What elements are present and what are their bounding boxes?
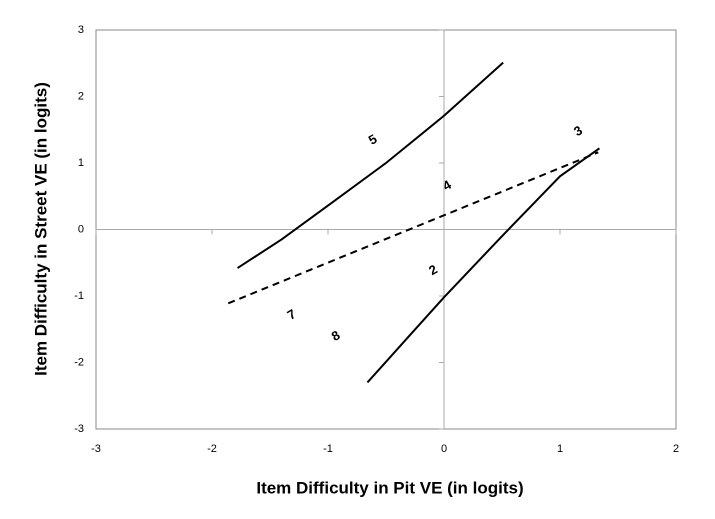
x-tick-label: -2: [207, 443, 217, 455]
point-label: 2: [426, 262, 440, 279]
x-tick-label: 1: [557, 443, 563, 455]
y-tick-label: 1: [78, 157, 84, 169]
point-label: 5: [366, 131, 380, 148]
y-tick-label: -3: [74, 423, 84, 435]
point-label: 4: [440, 177, 454, 194]
y-tick-label: 2: [78, 90, 84, 102]
y-tick-label: -1: [74, 290, 84, 302]
x-tick-label: 0: [441, 443, 447, 455]
y-tick-label: 0: [78, 223, 84, 235]
curve: [366, 147, 601, 384]
point-label: 7: [285, 306, 299, 323]
curve: [236, 61, 504, 269]
x-tick-label: -3: [91, 443, 101, 455]
y-axis-title: Item Difficulty in Street VE (in logits): [31, 82, 50, 376]
y-tick-label: 3: [78, 24, 84, 36]
dashed-line: [227, 151, 599, 305]
x-tick-label: -1: [323, 443, 333, 455]
point-label: 3: [571, 123, 585, 140]
point-label: 8: [329, 327, 343, 344]
x-tick-label: 2: [673, 443, 679, 455]
y-tick-label: -2: [74, 356, 84, 368]
x-axis-title: Item Difficulty in Pit VE (in logits): [256, 478, 523, 497]
